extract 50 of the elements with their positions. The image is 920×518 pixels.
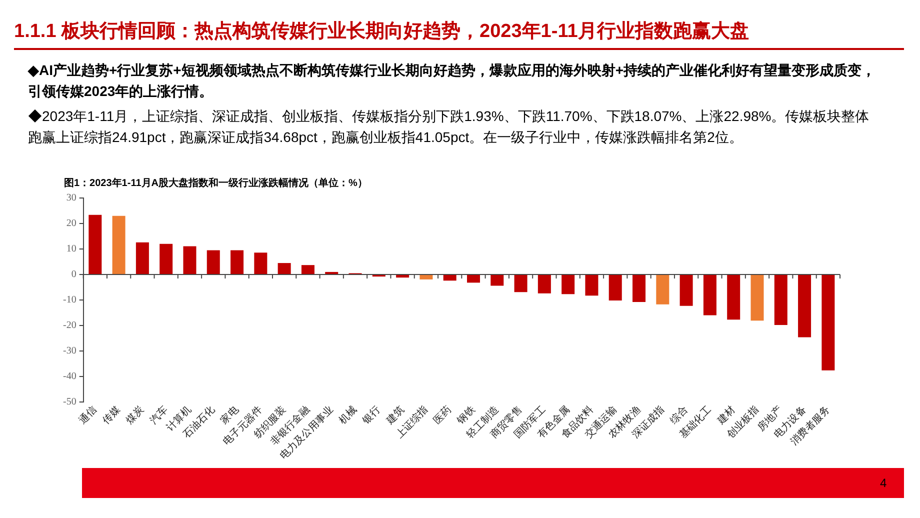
bar xyxy=(798,275,812,338)
y-tick-label: 30 xyxy=(66,192,76,204)
chart-title: 1.1.1 板块行情回顾：热点构筑传媒行业长期向好趋势，2023年1-11月行业指数跑赢大盘 xyxy=(14,20,749,44)
text: ◆AI产业趋势+行业复苏+短视频领域热点不断构筑传媒行业长期向好趋势，爆款应用的海外映射+持续的产业催化利好有望量变形成质变，引领传媒2023年的上涨行情。 xyxy=(28,61,877,101)
y-tick-label: 0 xyxy=(71,269,76,280)
bar xyxy=(727,275,740,320)
bar xyxy=(183,246,196,274)
chart-subtitle: 图1：2023年1-11月A股大盘指数和一级行业涨跌幅情况（单位：%） xyxy=(64,176,368,190)
bar xyxy=(703,275,716,316)
bar xyxy=(585,275,598,296)
bar xyxy=(562,275,575,294)
x-tick-label: 传媒 xyxy=(100,404,123,426)
y-tick-label: -20 xyxy=(62,320,76,332)
y-tick-label: 20 xyxy=(66,218,76,230)
bar xyxy=(136,242,149,274)
bar xyxy=(301,265,314,274)
x-tick-label: 银行 xyxy=(360,404,383,428)
bar xyxy=(254,252,268,274)
text: 4 xyxy=(880,476,887,490)
bar xyxy=(230,250,244,274)
bar xyxy=(160,244,173,274)
bar xyxy=(420,275,433,280)
bar xyxy=(608,275,622,301)
bar xyxy=(822,275,835,370)
y-tick-label: 10 xyxy=(66,244,76,255)
bar xyxy=(750,275,764,321)
bar xyxy=(680,275,693,306)
bar xyxy=(206,250,220,274)
x-tick-label: 机械 xyxy=(336,404,360,426)
x-tick-label: 煤炭 xyxy=(124,404,146,426)
x-tick-label: 通信 xyxy=(76,404,100,426)
y-tick-label: -40 xyxy=(62,371,76,382)
bar xyxy=(538,275,551,294)
y-tick-label: -10 xyxy=(62,294,76,306)
bar xyxy=(88,214,102,274)
bar xyxy=(443,275,456,281)
bar xyxy=(278,263,291,274)
text: ◆2023年1-11月，上证综指、深证成指、创业板指、传媒板指分别下跌1.93%、下跌11.70%、下跌18.07%、上涨22.98%。传媒板块整体跑赢上证综指24.91pct，跑赢深证成指34.68pct，跑赢创业板指41.05pct。在一级子行业中，传媒涨跌幅排名第2位。 xyxy=(28,107,870,147)
y-tick-label: -50 xyxy=(62,396,76,408)
bar xyxy=(656,275,670,304)
bar xyxy=(490,275,504,286)
bar xyxy=(774,275,788,325)
bar xyxy=(325,272,338,274)
bar xyxy=(112,216,126,274)
bar xyxy=(396,275,410,278)
x-tick-label: 医药 xyxy=(431,404,454,426)
bar xyxy=(632,275,646,302)
y-tick-label: -30 xyxy=(62,346,76,357)
bar xyxy=(514,275,528,292)
bar xyxy=(466,275,480,283)
